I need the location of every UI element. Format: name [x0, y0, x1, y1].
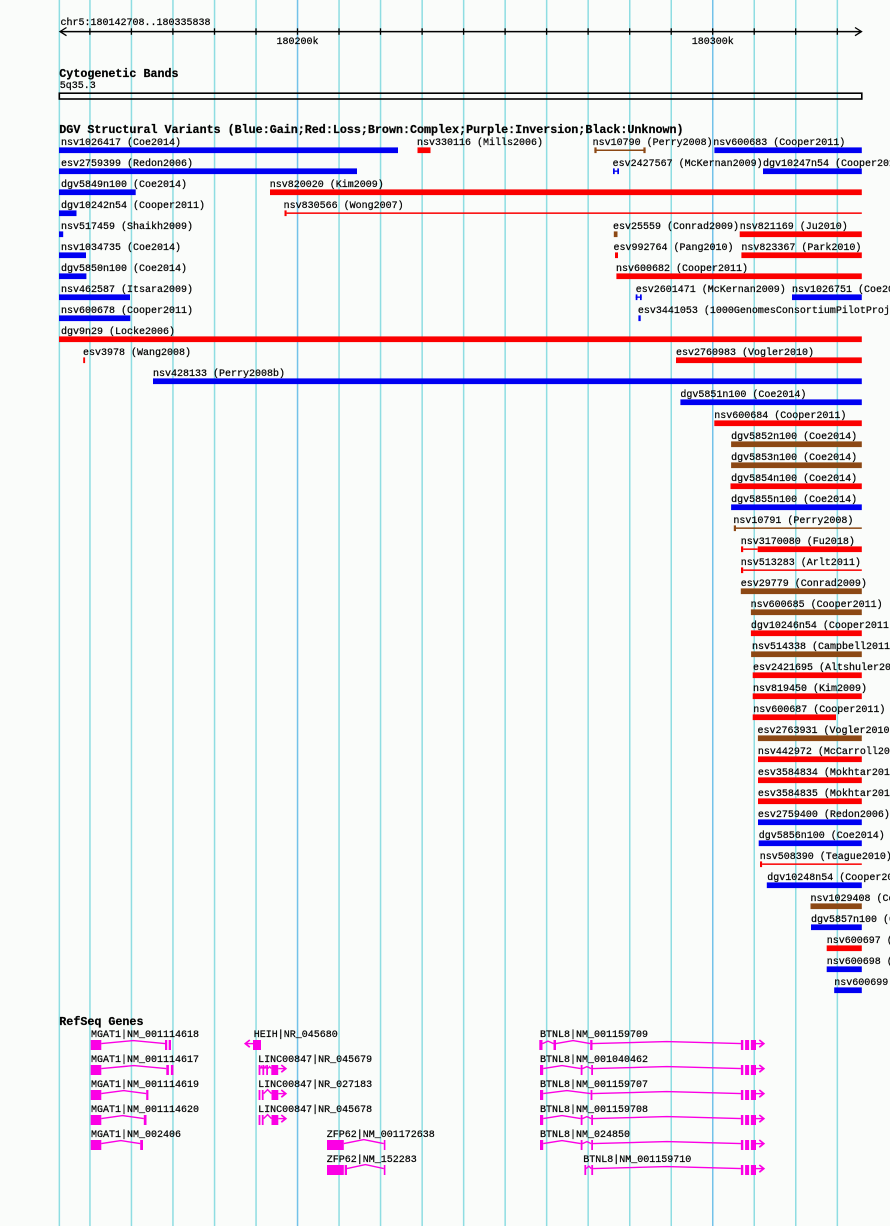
svg-text:esv29779 (Conrad2009): esv29779 (Conrad2009)	[741, 578, 867, 590]
svg-text:MGAT1|NM_001114617: MGAT1|NM_001114617	[91, 1054, 199, 1066]
svg-text:esv3584834 (Mokhtar2018): esv3584834 (Mokhtar2018)	[758, 767, 890, 779]
svg-text:esv2759399 (Redon2006): esv2759399 (Redon2006)	[61, 158, 193, 170]
svg-text:esv992764 (Pang2010): esv992764 (Pang2010)	[614, 242, 734, 254]
svg-text:dgv5855n100 (Coe2014): dgv5855n100 (Coe2014)	[731, 494, 857, 506]
svg-text:dgv5850n100 (Coe2014): dgv5850n100 (Coe2014)	[61, 263, 187, 275]
svg-text:180300k: 180300k	[692, 36, 734, 48]
svg-text:esv2759400 (Redon2006): esv2759400 (Redon2006)	[758, 809, 890, 821]
svg-text:ZFP62|NM_001172638: ZFP62|NM_001172638	[327, 1129, 435, 1141]
svg-text:dgv5857n100 (Coe2014): dgv5857n100 (Coe2014)	[811, 914, 890, 926]
svg-text:esv2763931 (Vogler2010): esv2763931 (Vogler2010)	[758, 725, 890, 737]
svg-text:dgv10246n54 (Cooper2011): dgv10246n54 (Cooper2011)	[751, 620, 890, 632]
svg-text:nsv600684 (Cooper2011): nsv600684 (Cooper2011)	[714, 410, 846, 422]
svg-text:nsv1026751 (Coe2014): nsv1026751 (Coe2014)	[792, 284, 890, 296]
svg-text:dgv5849n100 (Coe2014): dgv5849n100 (Coe2014)	[61, 179, 187, 191]
svg-text:nsv600698 (Cooper2011): nsv600698 (Cooper2011)	[827, 956, 890, 968]
svg-text:BTNL8|NM_001040462: BTNL8|NM_001040462	[540, 1054, 648, 1066]
svg-text:nsv442972 (McCarroll2008): nsv442972 (McCarroll2008)	[758, 746, 890, 758]
svg-text:nsv600682 (Cooper2011): nsv600682 (Cooper2011)	[616, 263, 748, 275]
svg-text:BTNL8|NM_001159709: BTNL8|NM_001159709	[540, 1029, 648, 1041]
svg-text:LINC00847|NR_045679: LINC00847|NR_045679	[258, 1054, 372, 1066]
svg-text:esv2421695 (Altshuler2010): esv2421695 (Altshuler2010)	[753, 662, 890, 674]
svg-text:nsv330116 (Mills2006): nsv330116 (Mills2006)	[417, 137, 543, 149]
svg-text:nsv1029408 (Cooper2011): nsv1029408 (Cooper2011)	[811, 893, 890, 905]
svg-text:nsv514338 (Campbell2011): nsv514338 (Campbell2011)	[752, 641, 890, 653]
svg-text:dgv5854n100 (Coe2014): dgv5854n100 (Coe2014)	[731, 473, 857, 485]
svg-text:nsv1034735 (Coe2014): nsv1034735 (Coe2014)	[61, 242, 181, 254]
svg-text:RefSeq Genes: RefSeq Genes	[59, 1015, 143, 1029]
svg-text:dgv5856n100 (Coe2014): dgv5856n100 (Coe2014)	[759, 830, 885, 842]
svg-text:MGAT1|NM_001114618: MGAT1|NM_001114618	[91, 1029, 199, 1041]
svg-text:esv2601471 (McKernan2009): esv2601471 (McKernan2009)	[636, 284, 786, 296]
svg-text:nsv600685 (Cooper2011): nsv600685 (Cooper2011)	[751, 599, 883, 611]
svg-text:nsv821169 (Ju2010): nsv821169 (Ju2010)	[740, 221, 848, 233]
svg-text:dgv10242n54 (Cooper2011): dgv10242n54 (Cooper2011)	[61, 200, 205, 212]
svg-text:chr5:180142708..180335838: chr5:180142708..180335838	[61, 17, 211, 29]
svg-text:BTNL8|NM_001159710: BTNL8|NM_001159710	[583, 1154, 691, 1166]
svg-text:nsv600683 (Cooper2011): nsv600683 (Cooper2011)	[713, 137, 845, 149]
svg-text:nsv517459 (Shaikh2009): nsv517459 (Shaikh2009)	[61, 221, 193, 233]
svg-text:dgv5853n100 (Coe2014): dgv5853n100 (Coe2014)	[731, 452, 857, 464]
svg-text:nsv428133 (Perry2008b): nsv428133 (Perry2008b)	[153, 368, 285, 380]
svg-text:nsv600678 (Cooper2011): nsv600678 (Cooper2011)	[61, 305, 193, 317]
svg-text:nsv462587 (Itsara2009): nsv462587 (Itsara2009)	[61, 284, 193, 296]
svg-text:nsv3170080 (Fu2018): nsv3170080 (Fu2018)	[741, 536, 855, 548]
svg-text:esv2760983 (Vogler2010): esv2760983 (Vogler2010)	[676, 347, 814, 359]
svg-text:MGAT1|NM_001114620: MGAT1|NM_001114620	[91, 1104, 199, 1116]
svg-text:180200k: 180200k	[277, 36, 319, 48]
svg-text:Cytogenetic Bands: Cytogenetic Bands	[59, 67, 178, 81]
svg-text:nsv508390 (Teague2010): nsv508390 (Teague2010)	[760, 851, 890, 863]
svg-text:nsv819450 (Kim2009): nsv819450 (Kim2009)	[753, 683, 867, 695]
svg-text:esv2427567 (McKernan2009): esv2427567 (McKernan2009)	[613, 158, 763, 170]
svg-text:LINC00847|NR_045678: LINC00847|NR_045678	[258, 1104, 372, 1116]
svg-text:nsv823367 (Park2010): nsv823367 (Park2010)	[741, 242, 861, 254]
svg-text:nsv10790 (Perry2008): nsv10790 (Perry2008)	[593, 137, 713, 149]
svg-text:DGV Structural Variants (Blue:: DGV Structural Variants (Blue:Gain;Red:L…	[59, 123, 683, 137]
svg-text:MGAT1|NM_002406: MGAT1|NM_002406	[91, 1129, 181, 1141]
svg-text:nsv513283 (Arlt2011): nsv513283 (Arlt2011)	[741, 557, 861, 569]
svg-text:LINC00847|NR_027183: LINC00847|NR_027183	[258, 1079, 372, 1091]
svg-text:MGAT1|NM_001114619: MGAT1|NM_001114619	[91, 1079, 199, 1091]
svg-text:dgv5852n100 (Coe2014): dgv5852n100 (Coe2014)	[731, 431, 857, 443]
svg-text:nsv820020 (Kim2009): nsv820020 (Kim2009)	[270, 179, 384, 191]
svg-text:nsv600687 (Cooper2011): nsv600687 (Cooper2011)	[753, 704, 885, 716]
svg-text:dgv5851n100 (Coe2014): dgv5851n100 (Coe2014)	[680, 389, 806, 401]
svg-text:dgv10248n54 (Cooper2011): dgv10248n54 (Cooper2011)	[767, 872, 890, 884]
svg-text:esv3441053 (1000GenomesConsort: esv3441053 (1000GenomesConsortiumPilotPr…	[638, 305, 890, 317]
svg-text:esv25559 (Conrad2009): esv25559 (Conrad2009)	[613, 221, 739, 233]
svg-text:nsv1026417 (Coe2014): nsv1026417 (Coe2014)	[61, 137, 181, 149]
svg-text:dgv10247n54 (Cooper2011): dgv10247n54 (Cooper2011)	[763, 158, 890, 170]
svg-text:nsv600699 (Cooper2011): nsv600699 (Cooper2011)	[834, 977, 890, 989]
svg-text:esv3584835 (Mokhtar2018): esv3584835 (Mokhtar2018)	[758, 788, 890, 800]
svg-text:BTNL8|NM_024850: BTNL8|NM_024850	[540, 1129, 630, 1141]
svg-text:nsv600697 (Cooper2011): nsv600697 (Cooper2011)	[827, 935, 890, 947]
svg-text:BTNL8|NM_001159707: BTNL8|NM_001159707	[540, 1079, 648, 1091]
svg-text:5q35.3: 5q35.3	[60, 81, 96, 92]
svg-text:HEIH|NR_045680: HEIH|NR_045680	[254, 1029, 338, 1041]
svg-text:BTNL8|NM_001159708: BTNL8|NM_001159708	[540, 1104, 648, 1116]
svg-text:esv3978 (Wang2008): esv3978 (Wang2008)	[83, 347, 191, 359]
svg-text:nsv10791 (Perry2008): nsv10791 (Perry2008)	[733, 515, 853, 527]
svg-text:nsv830566 (Wong2007): nsv830566 (Wong2007)	[284, 200, 404, 212]
svg-text:dgv9n29 (Locke2006): dgv9n29 (Locke2006)	[61, 326, 175, 338]
svg-text:ZFP62|NM_152283: ZFP62|NM_152283	[327, 1154, 417, 1166]
